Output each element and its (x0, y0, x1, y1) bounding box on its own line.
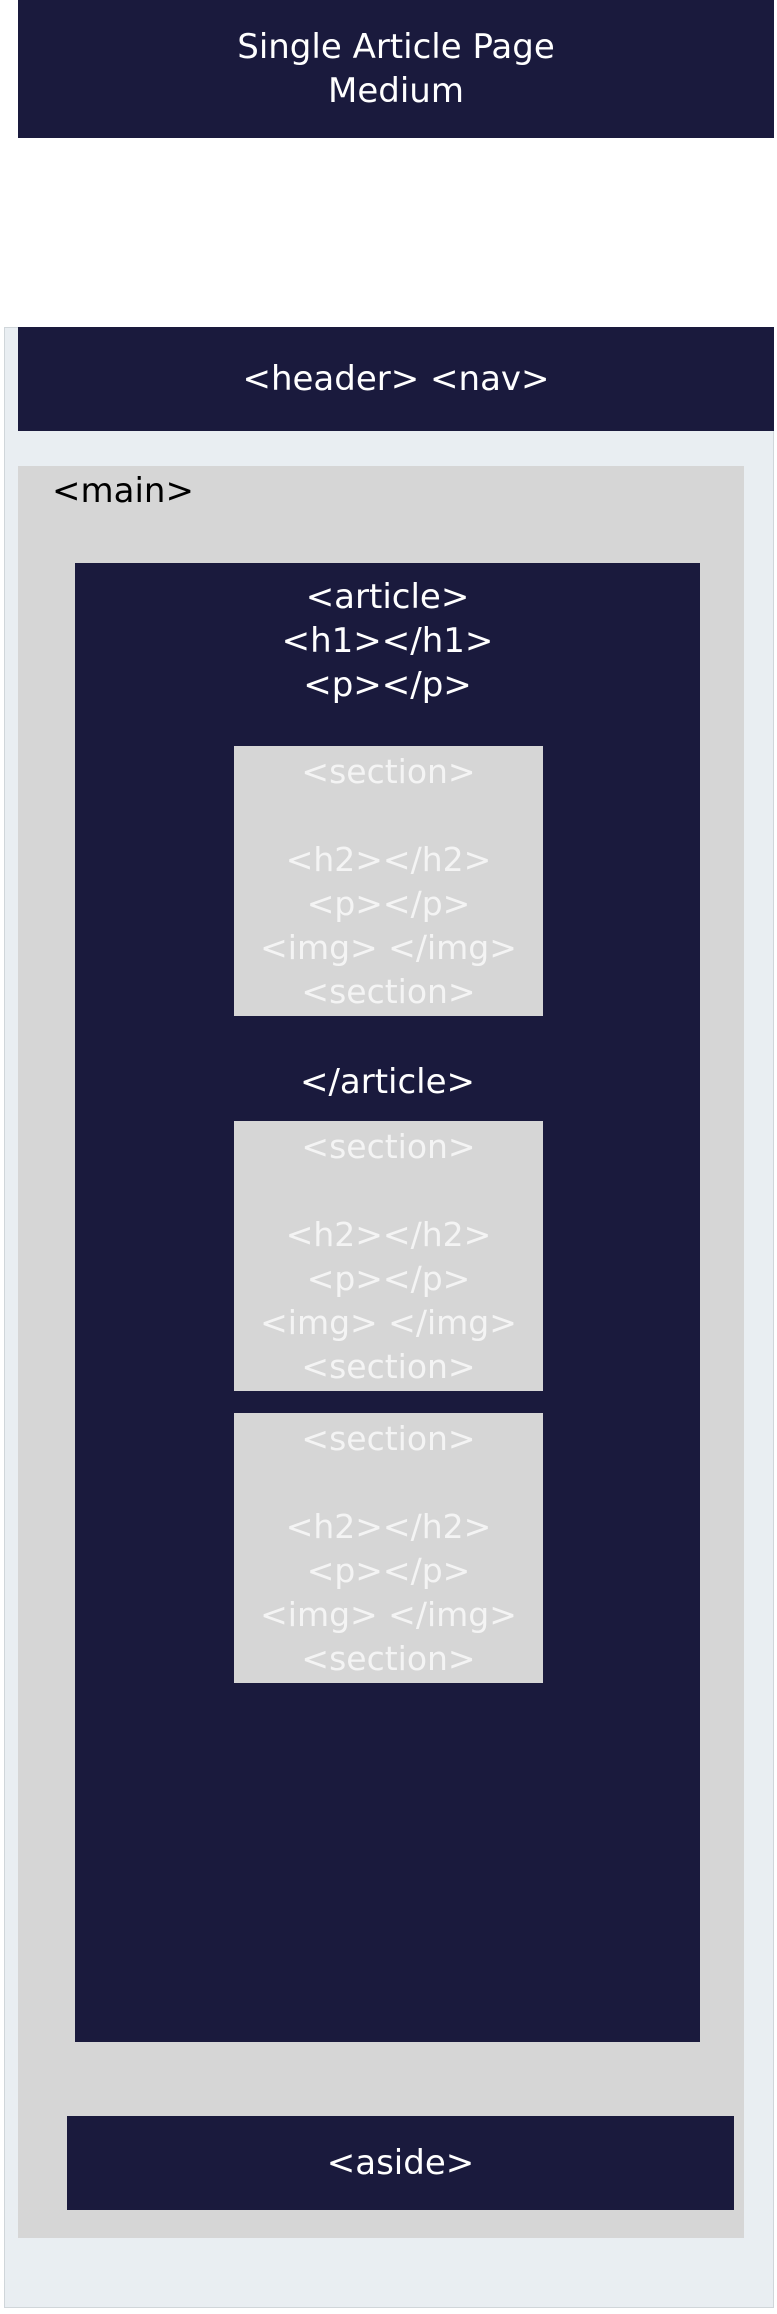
article-open-tag: <article> (305, 577, 470, 617)
section-block: <section> <h2></h2> <p></p> <img> </img>… (234, 1413, 543, 1683)
section-p-tag: <p></p> (306, 1551, 471, 1590)
section-p-tag: <p></p> (306, 884, 471, 923)
header-nav-block: <header> <nav> (18, 327, 774, 431)
section-open-tag: <section> (301, 752, 476, 791)
section-close-tag: <section> (301, 972, 476, 1011)
section-h2-tag: <h2></h2> (285, 840, 492, 879)
section-p-tag: <p></p> (306, 1259, 471, 1298)
aside-block: <aside> (67, 2116, 734, 2210)
main-label: <main> (52, 471, 194, 511)
section-img-tag: <img> </img> (260, 1303, 517, 1342)
title-banner: Single Article Page Medium (18, 0, 774, 138)
section-h2-tag: <h2></h2> (285, 1215, 492, 1254)
aside-label: <aside> (326, 2143, 475, 2183)
section-img-tag: <img> </img> (260, 928, 517, 967)
section-open-tag: <section> (301, 1127, 476, 1166)
section-close-tag: <section> (301, 1347, 476, 1386)
article-close-text: </article> (75, 1060, 700, 1104)
section-text: <section> <h2></h2> <p></p> <img> </img>… (234, 750, 543, 1014)
title-line-2: Medium (328, 71, 464, 111)
article-h1-tag: <h1></h1> (281, 621, 494, 661)
article-close-tag: </article> (299, 1062, 476, 1102)
section-img-tag: <img> </img> (260, 1595, 517, 1634)
article-open-text: <article> <h1></h1> <p></p> (75, 575, 700, 707)
section-block: <section> <h2></h2> <p></p> <img> </img>… (234, 1121, 543, 1391)
section-close-tag: <section> (301, 1639, 476, 1678)
header-nav-label: <header> <nav> (242, 359, 550, 399)
article-p-tag: <p></p> (303, 665, 472, 705)
section-block: <section> <h2></h2> <p></p> <img> </img>… (234, 746, 543, 1016)
section-text: <section> <h2></h2> <p></p> <img> </img>… (234, 1125, 543, 1389)
section-open-tag: <section> (301, 1419, 476, 1458)
section-text: <section> <h2></h2> <p></p> <img> </img>… (234, 1417, 543, 1681)
title-line-1: Single Article Page (237, 27, 555, 67)
section-h2-tag: <h2></h2> (285, 1507, 492, 1546)
